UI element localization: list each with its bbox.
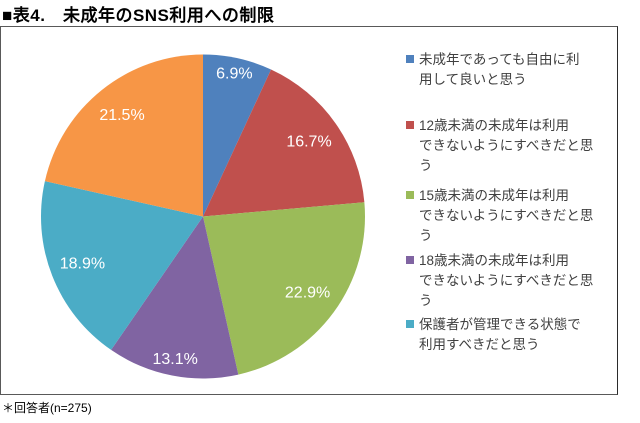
- legend-swatch-icon: [406, 55, 414, 63]
- pie-chart: 6.9% 16.7% 22.9% 13.1% 18.9% 21.5%: [40, 54, 365, 379]
- pie-label: 18.9%: [60, 255, 105, 272]
- page-title: ■表4. 未成年のSNS利用への制限: [2, 6, 275, 25]
- pie-slice-5: [40, 181, 203, 350]
- pie-slice-3: [203, 202, 365, 375]
- pie-slice-2: [203, 69, 365, 217]
- pie-label: 6.9%: [216, 66, 252, 83]
- legend-swatch-icon: [406, 256, 414, 264]
- legend-item: 12歳未満の未成年は利用 できないようにすべきだと思 う: [406, 116, 593, 176]
- pie-label: 21.5%: [99, 107, 144, 124]
- legend-label: 15歳未満の未成年は利用 できないようにすべきだと思 う: [419, 188, 594, 243]
- legend-swatch-icon: [406, 121, 414, 129]
- legend-swatch-icon: [406, 191, 414, 199]
- legend-label: 12歳未満の未成年は利用 できないようにすべきだと思 う: [419, 118, 594, 173]
- legend-label: 未成年であっても自由に利 用して良いと思う: [419, 52, 580, 87]
- pie-label: 22.9%: [285, 285, 330, 302]
- pie-slice-6: [44, 54, 204, 217]
- chart-area: 6.9% 16.7% 22.9% 13.1% 18.9% 21.5% 未成年であっても自由…: [0, 26, 618, 395]
- legend-item: 15歳未満の未成年は利用 できないようにすべきだと思 う: [406, 186, 593, 246]
- pie-label: 13.1%: [153, 351, 198, 368]
- legend-item: 未成年であっても自由に利 用して良いと思う: [406, 50, 580, 90]
- legend-item: 保護者が管理できる状態で 利用すべきだと思う: [406, 315, 581, 355]
- legend-swatch-icon: [406, 320, 414, 328]
- legend-label: 保護者が管理できる状態で 利用すべきだと思う: [419, 317, 581, 352]
- legend-label: 18歳未満の未成年は利用 できないようにすべきだと思 う: [419, 253, 594, 308]
- pie-slice-1: [203, 54, 272, 217]
- legend-item: 18歳未満の未成年は利用 できないようにすべきだと思 う: [406, 251, 593, 311]
- legend: 未成年であっても自由に利 用して良いと思う 12歳未満の未成年は利用 できないよう…: [406, 27, 616, 394]
- pie-label: 16.7%: [286, 134, 331, 151]
- footnote: ＊回答者(n=275): [2, 401, 92, 415]
- pie-slice-4: [111, 216, 239, 379]
